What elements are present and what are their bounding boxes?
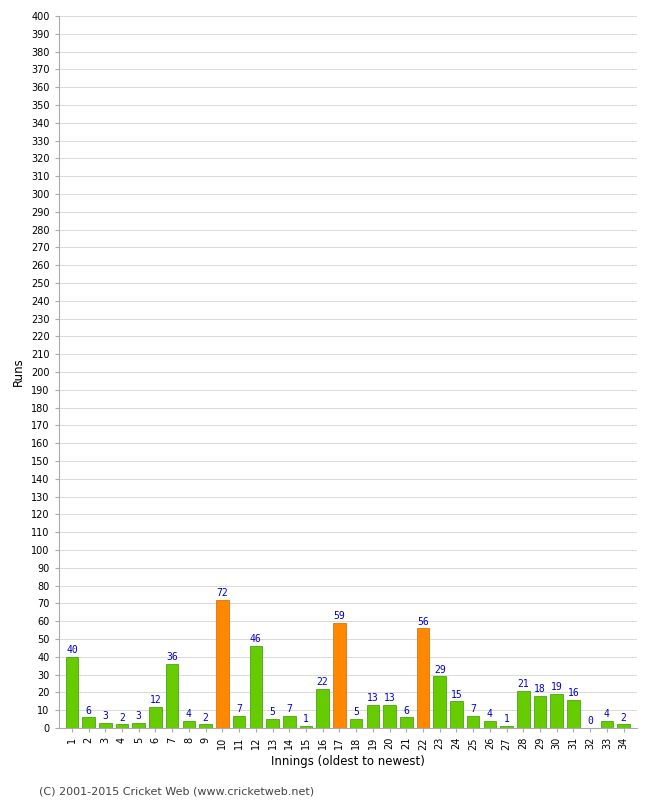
Text: 2: 2 xyxy=(203,713,209,722)
Text: 2: 2 xyxy=(119,713,125,722)
Text: 6: 6 xyxy=(404,706,410,715)
Bar xyxy=(317,689,329,728)
Y-axis label: Runs: Runs xyxy=(12,358,25,386)
Bar xyxy=(166,664,179,728)
Text: 4: 4 xyxy=(186,709,192,719)
Text: 7: 7 xyxy=(470,704,476,714)
Text: 3: 3 xyxy=(103,711,109,721)
Bar xyxy=(116,725,128,728)
Text: 5: 5 xyxy=(270,707,276,718)
Bar xyxy=(367,705,379,728)
Bar xyxy=(200,725,212,728)
Bar xyxy=(500,726,513,728)
Bar xyxy=(183,721,195,728)
Bar xyxy=(250,646,262,728)
Text: 13: 13 xyxy=(367,693,379,703)
Bar xyxy=(150,706,162,728)
Text: 56: 56 xyxy=(417,617,429,626)
Text: 12: 12 xyxy=(150,695,161,705)
Text: 46: 46 xyxy=(250,634,262,644)
Bar xyxy=(467,715,480,728)
Bar xyxy=(517,690,530,728)
Bar xyxy=(350,719,363,728)
Text: 59: 59 xyxy=(333,611,345,622)
Bar xyxy=(534,696,546,728)
Text: 3: 3 xyxy=(136,711,142,721)
Bar xyxy=(300,726,312,728)
X-axis label: Innings (oldest to newest): Innings (oldest to newest) xyxy=(271,755,424,768)
Bar xyxy=(417,628,429,728)
Bar xyxy=(99,722,112,728)
Text: 4: 4 xyxy=(487,709,493,719)
Text: (C) 2001-2015 Cricket Web (www.cricketweb.net): (C) 2001-2015 Cricket Web (www.cricketwe… xyxy=(39,786,314,796)
Bar xyxy=(266,719,279,728)
Bar xyxy=(601,721,613,728)
Text: 29: 29 xyxy=(434,665,446,674)
Text: 6: 6 xyxy=(86,706,92,715)
Bar xyxy=(567,699,580,728)
Text: 18: 18 xyxy=(534,684,546,694)
Bar xyxy=(384,705,396,728)
Text: 1: 1 xyxy=(303,714,309,725)
Bar xyxy=(450,702,463,728)
Text: 22: 22 xyxy=(317,677,328,687)
Text: 13: 13 xyxy=(384,693,395,703)
Text: 21: 21 xyxy=(517,679,529,689)
Bar xyxy=(283,715,296,728)
Text: 15: 15 xyxy=(450,690,462,699)
Text: 4: 4 xyxy=(604,709,610,719)
Text: 0: 0 xyxy=(587,716,593,726)
Bar xyxy=(484,721,496,728)
Bar xyxy=(83,718,95,728)
Bar xyxy=(333,623,346,728)
Bar xyxy=(66,657,78,728)
Text: 5: 5 xyxy=(353,707,359,718)
Bar xyxy=(133,722,145,728)
Text: 36: 36 xyxy=(166,652,178,662)
Text: 16: 16 xyxy=(567,688,579,698)
Bar xyxy=(400,718,413,728)
Bar xyxy=(618,725,630,728)
Text: 2: 2 xyxy=(621,713,627,722)
Text: 1: 1 xyxy=(504,714,510,725)
Bar xyxy=(551,694,563,728)
Text: 7: 7 xyxy=(236,704,242,714)
Text: 19: 19 xyxy=(551,682,563,693)
Bar xyxy=(216,600,229,728)
Text: 72: 72 xyxy=(216,588,228,598)
Text: 7: 7 xyxy=(286,704,292,714)
Bar xyxy=(434,676,446,728)
Bar xyxy=(233,715,245,728)
Text: 40: 40 xyxy=(66,645,78,655)
